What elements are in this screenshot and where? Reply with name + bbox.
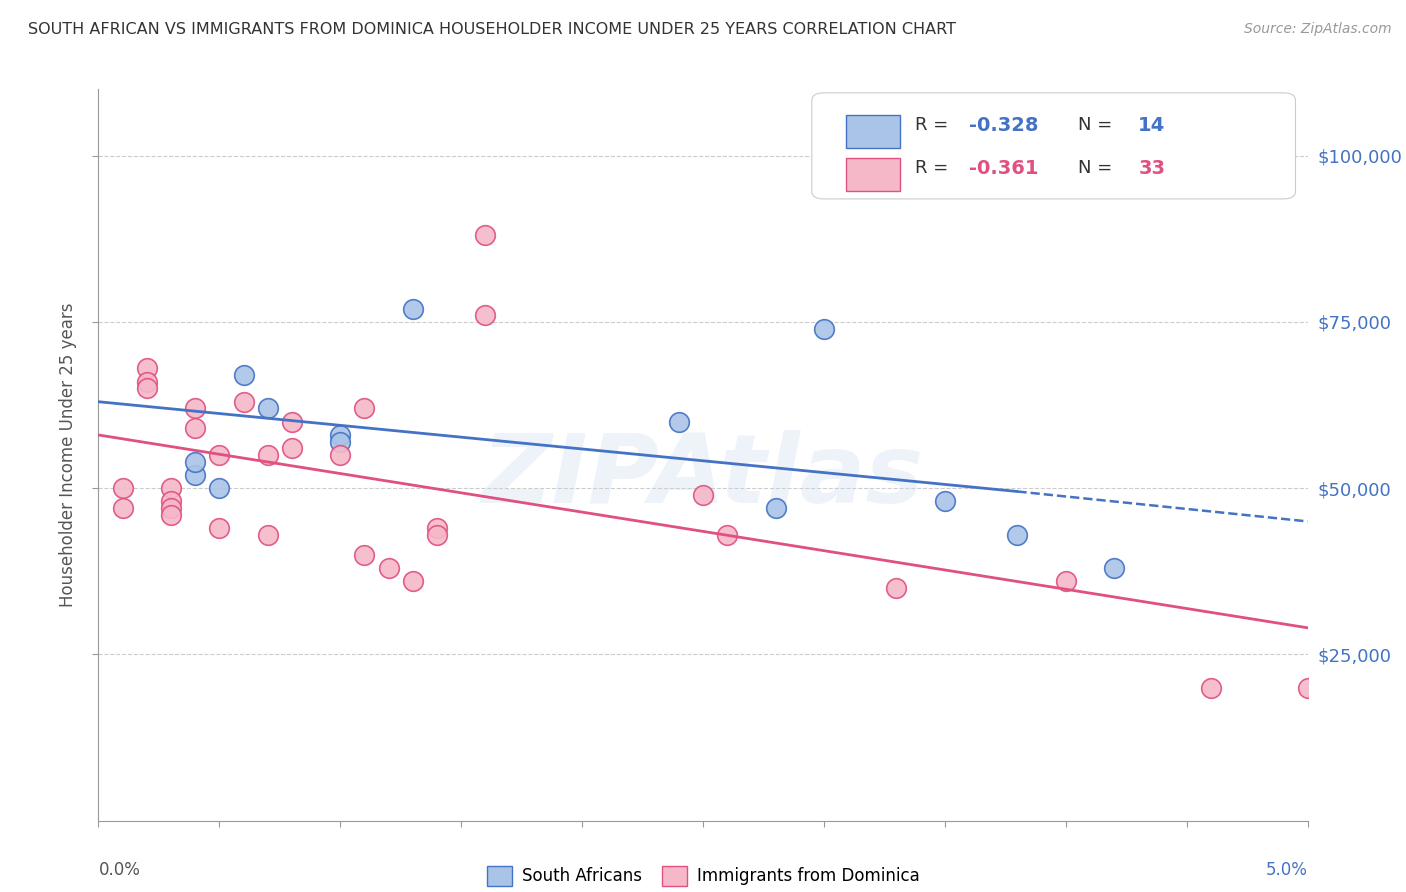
Point (135, 375, 157, 389)
Point (184, 454, 207, 468)
Point (474, 308, 496, 322)
Point (184, 401, 207, 416)
Point (135, 361, 157, 376)
Point (232, 394, 254, 409)
Legend: South Africans, Immigrants from Dominica: South Africans, Immigrants from Dominica (479, 859, 927, 892)
Text: 0.0%: 0.0% (98, 861, 141, 879)
Text: N =: N = (1078, 160, 1118, 178)
Point (1007, 527, 1029, 541)
Text: 5.0%: 5.0% (1265, 861, 1308, 879)
Point (329, 428, 352, 442)
FancyBboxPatch shape (811, 93, 1295, 199)
Point (402, 301, 425, 316)
Point (353, 548, 375, 562)
Point (474, 228, 496, 243)
Point (184, 421, 207, 435)
Point (716, 527, 738, 541)
Point (329, 448, 352, 462)
Point (160, 494, 183, 508)
FancyBboxPatch shape (845, 115, 900, 148)
Point (232, 368, 254, 383)
Text: N =: N = (1078, 117, 1118, 135)
Point (160, 501, 183, 516)
Text: Source: ZipAtlas.com: Source: ZipAtlas.com (1244, 22, 1392, 37)
Point (1102, 561, 1125, 575)
Point (111, 501, 134, 516)
Point (886, 581, 908, 595)
Point (934, 494, 956, 508)
Text: R =: R = (915, 160, 953, 178)
Point (329, 434, 352, 449)
Point (208, 481, 231, 495)
Point (184, 467, 207, 482)
Point (208, 521, 231, 535)
FancyBboxPatch shape (845, 158, 900, 191)
Point (256, 448, 278, 462)
Point (135, 381, 157, 395)
Point (692, 488, 714, 502)
Point (160, 508, 183, 522)
Text: ZIPAtlas: ZIPAtlas (482, 430, 924, 524)
Point (281, 415, 304, 429)
Point (426, 521, 449, 535)
Point (377, 561, 399, 575)
Text: SOUTH AFRICAN VS IMMIGRANTS FROM DOMINICA HOUSEHOLDER INCOME UNDER 25 YEARS CORR: SOUTH AFRICAN VS IMMIGRANTS FROM DOMINIC… (28, 22, 956, 37)
Point (1054, 574, 1077, 589)
Point (765, 501, 787, 516)
Text: 14: 14 (1139, 116, 1166, 135)
Point (668, 415, 690, 429)
Point (256, 401, 278, 416)
Point (1199, 681, 1222, 695)
Point (1296, 681, 1319, 695)
Y-axis label: Householder Income Under 25 years: Householder Income Under 25 years (59, 302, 77, 607)
Point (426, 527, 449, 541)
Text: 33: 33 (1139, 159, 1166, 178)
Point (281, 442, 304, 456)
Text: -0.328: -0.328 (969, 116, 1039, 135)
Text: R =: R = (915, 117, 953, 135)
Point (402, 574, 425, 589)
Point (256, 527, 278, 541)
Point (813, 321, 835, 335)
Point (160, 481, 183, 495)
Point (111, 481, 134, 495)
Point (208, 448, 231, 462)
Point (353, 401, 375, 416)
Text: -0.361: -0.361 (969, 159, 1039, 178)
